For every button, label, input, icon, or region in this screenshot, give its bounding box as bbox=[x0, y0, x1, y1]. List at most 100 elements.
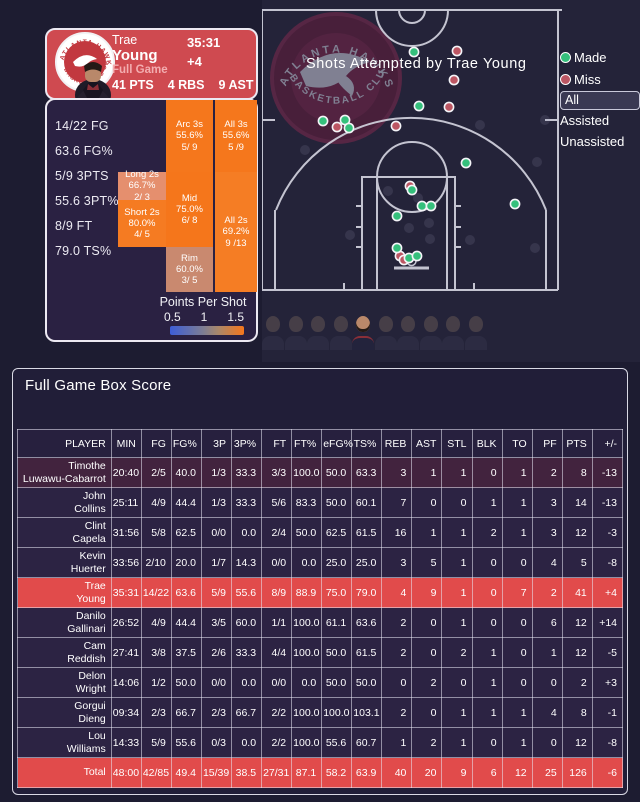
column-header-blk[interactable]: BLK bbox=[471, 429, 503, 458]
zone-cell-mid: Mid 75.0% 6/ 8 bbox=[166, 172, 213, 247]
column-header-ft[interactable]: FT% bbox=[291, 429, 323, 458]
player-thumbnail-5[interactable] bbox=[352, 312, 374, 350]
stat-cell: 25.0 bbox=[351, 547, 383, 578]
stat-cell: 33:56 bbox=[110, 547, 142, 578]
stat-cell: 3/3 bbox=[261, 457, 293, 488]
zone-frac: 5 /9 bbox=[228, 141, 244, 153]
stat-cell: 0 bbox=[441, 667, 473, 698]
thumbnail-shoulders bbox=[464, 336, 487, 350]
player-card: ATLANTA HAWKS BASKETBALL CLUB Trae Young… bbox=[45, 28, 258, 100]
points-summary: 41 PTS bbox=[112, 78, 154, 92]
stat-cell: 25:11 bbox=[110, 487, 142, 518]
stat-cell: 0.0 bbox=[231, 727, 263, 758]
pps-tick-low: 0.5 bbox=[164, 310, 181, 324]
table-row-total[interactable]: Total 48:00 42/85 49.4 15/39 38.5 27/31 87.1 58.… bbox=[17, 757, 624, 788]
table-row-gorgui-dieng[interactable]: Gorgui Dieng 09:34 2/3 66.7 2/3 66.7 2/2 100.0 10… bbox=[17, 697, 624, 728]
stat-cell: 25 bbox=[531, 757, 563, 788]
filter-option-unassisted[interactable]: Unassisted bbox=[560, 134, 625, 149]
player-thumbnail-7[interactable] bbox=[397, 312, 419, 350]
stat-cell: 63.6 bbox=[170, 577, 202, 608]
table-row-timothe-luwawu-cabarrot[interactable]: Timothe Luwawu-Cabarrot 20:40 2/5 40.0 1/3 33.… bbox=[17, 457, 624, 488]
stat-cell: 0 bbox=[501, 607, 533, 638]
column-header-player[interactable]: PLAYER bbox=[17, 429, 112, 458]
table-row-danilo-gallinari[interactable]: Danilo Gallinari 26:52 4/9 44.4 3/5 60.0 1/1 100… bbox=[17, 607, 624, 638]
stat-cell: 2/5 bbox=[140, 457, 172, 488]
stat-cell: 0 bbox=[501, 547, 533, 578]
player-thumbnail-10[interactable] bbox=[464, 312, 487, 350]
player-thumbnail-3[interactable] bbox=[307, 312, 329, 350]
stat-line: 79.0 TS% bbox=[55, 244, 112, 258]
column-header-3p[interactable]: 3P bbox=[200, 429, 233, 458]
table-row-clint-capela[interactable]: Clint Capela 31:56 5/8 62.5 0/0 0.0 2/4 50.0 62.5… bbox=[17, 517, 624, 548]
column-header-efg[interactable]: eFG% bbox=[321, 429, 353, 458]
column-header-pts[interactable]: PTS bbox=[561, 429, 593, 458]
ghost-shot-marker bbox=[424, 218, 434, 228]
stat-cell: -3 bbox=[591, 517, 624, 548]
stat-cell: 27:41 bbox=[110, 637, 142, 668]
stat-cell: 60.0 bbox=[231, 607, 263, 638]
stat-cell: 1 bbox=[441, 577, 473, 608]
stat-cell: 126 bbox=[561, 757, 593, 788]
column-header-pf[interactable]: PF bbox=[531, 429, 563, 458]
table-row-trae-young[interactable]: Trae Young 35:31 14/22 63.6 5/9 55.6 8/9 88.9 75.… bbox=[17, 577, 624, 608]
table-row-delon-wright[interactable]: Delon Wright 14:06 1/2 50.0 0/0 0.0 0/0 0.0 50.0 5… bbox=[17, 667, 624, 698]
player-thumbnail-1[interactable] bbox=[262, 312, 284, 350]
stat-cell: -13 bbox=[591, 457, 624, 488]
stat-line: 14/22 FG bbox=[55, 119, 109, 133]
player-thumbnail-8[interactable] bbox=[419, 312, 442, 350]
pps-ticks: 0.5 1 1.5 bbox=[150, 309, 256, 324]
player-thumbnail-9[interactable] bbox=[442, 312, 464, 350]
made-shot-marker bbox=[406, 184, 418, 196]
stat-cell: 4 bbox=[381, 577, 413, 608]
stat-cell: 2 bbox=[561, 667, 593, 698]
plus-minus: +4 bbox=[187, 54, 202, 69]
stat-cell: 2/3 bbox=[200, 697, 233, 728]
zone-name: Arc 3s bbox=[176, 119, 203, 131]
zone-cell-long-2s: Long 2s 66.7% 2/ 3 bbox=[118, 169, 166, 203]
filter-option-assisted[interactable]: Assisted bbox=[560, 113, 610, 128]
column-header-ast[interactable]: AST bbox=[411, 429, 443, 458]
stat-cell: 6 bbox=[531, 607, 563, 638]
player-photo bbox=[75, 62, 111, 98]
table-row-john-collins[interactable]: John Collins 25:11 4/9 44.4 1/3 33.3 5/6 83.3 50.… bbox=[17, 487, 624, 518]
shot-filter-list: All Assisted Unassisted bbox=[560, 91, 640, 152]
stat-cell: 0 bbox=[411, 487, 443, 518]
stat-cell: 0 bbox=[471, 607, 503, 638]
column-header-to[interactable]: TO bbox=[501, 429, 533, 458]
stat-cell: 1 bbox=[471, 667, 503, 698]
player-thumbnail-6[interactable] bbox=[374, 312, 397, 350]
zone-frac: 2/ 3 bbox=[134, 191, 150, 203]
column-header-reb[interactable]: REB bbox=[381, 429, 413, 458]
stat-cell: 1 bbox=[381, 727, 413, 758]
zone-frac: 4/ 5 bbox=[134, 229, 150, 241]
assists-summary: 9 AST bbox=[218, 78, 254, 92]
player-thumbnail-4[interactable] bbox=[329, 312, 352, 350]
stat-cell: 58.2 bbox=[321, 757, 353, 788]
column-header-[interactable]: +/- bbox=[591, 429, 624, 458]
stat-cell: 14:33 bbox=[110, 727, 142, 758]
player-name: Trae Young bbox=[112, 33, 158, 64]
table-row-cam-reddish[interactable]: Cam Reddish 27:41 3/8 37.5 2/6 33.3 4/4 100.0 50.… bbox=[17, 637, 624, 668]
shot-chart-controls: Made Miss All Assisted Unassisted bbox=[560, 46, 640, 152]
table-row-lou-williams[interactable]: Lou Williams 14:33 5/9 55.6 0/3 0.0 2/2 100.0 55.… bbox=[17, 727, 624, 758]
column-header-fg[interactable]: FG bbox=[140, 429, 172, 458]
stat-cell: 1 bbox=[441, 697, 473, 728]
stat-cell: 14 bbox=[561, 487, 593, 518]
filter-option-all[interactable]: All bbox=[560, 91, 640, 110]
column-header-ft[interactable]: FT bbox=[261, 429, 293, 458]
thumbnail-head bbox=[288, 316, 303, 332]
stat-cell: 50.0 bbox=[321, 667, 353, 698]
column-header-fg[interactable]: FG% bbox=[170, 429, 202, 458]
ghost-shot-marker bbox=[540, 115, 550, 125]
stat-cell: 35:31 bbox=[110, 577, 142, 608]
table-row-kevin-huerter[interactable]: Kevin Huerter 33:56 2/10 20.0 1/7 14.3 0/0 0.0 25… bbox=[17, 547, 624, 578]
stat-cell: 1/3 bbox=[200, 487, 233, 518]
column-header-stl[interactable]: STL bbox=[441, 429, 473, 458]
thumbnail-head bbox=[468, 316, 483, 332]
column-header-3p[interactable]: 3P% bbox=[231, 429, 263, 458]
column-header-ts[interactable]: TS% bbox=[351, 429, 383, 458]
column-header-min[interactable]: MIN bbox=[110, 429, 142, 458]
player-thumbnail-2[interactable] bbox=[284, 312, 307, 350]
thumbnail-shoulders bbox=[352, 336, 374, 350]
stat-cell: 5/9 bbox=[140, 727, 172, 758]
